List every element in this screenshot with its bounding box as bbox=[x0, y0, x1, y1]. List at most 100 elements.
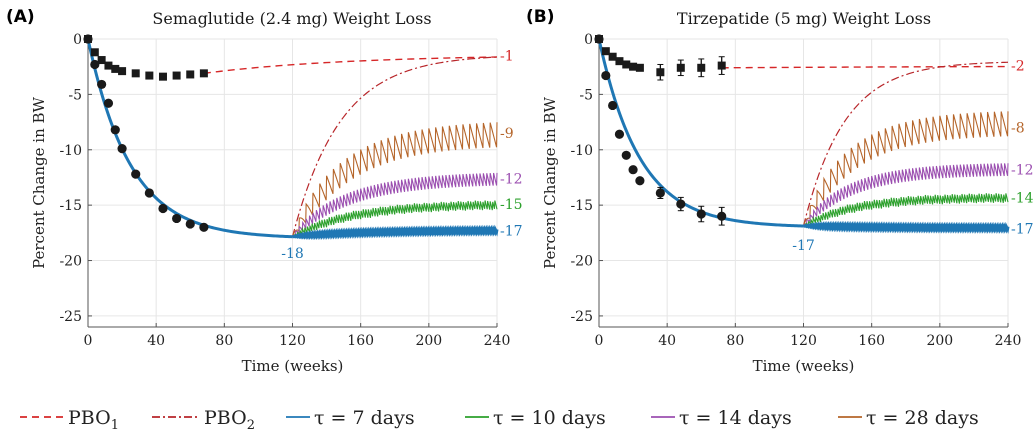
legend-label: τ = 14 days bbox=[679, 407, 792, 429]
pbo2-series-line bbox=[802, 61, 1009, 227]
x-tick-label: 40 bbox=[147, 333, 165, 349]
x-tick-label: 80 bbox=[215, 333, 233, 349]
y-tick-label: -15 bbox=[59, 198, 82, 214]
panel-letter: (A) bbox=[6, 7, 35, 27]
legend-label-main: PBO bbox=[204, 407, 247, 429]
y-tick-label: -25 bbox=[570, 309, 593, 325]
x-tick-label: 120 bbox=[279, 333, 306, 349]
y-tick-label: -5 bbox=[579, 87, 593, 103]
panel-letter: (B) bbox=[526, 7, 555, 27]
data-label: -12 bbox=[500, 172, 523, 188]
legend-label-main: τ = 7 days bbox=[314, 407, 415, 429]
drug-point bbox=[601, 70, 611, 81]
drug-point bbox=[655, 188, 665, 198]
x-tick-label: 80 bbox=[726, 333, 744, 349]
data-label: -18 bbox=[281, 246, 304, 262]
dose-series-line bbox=[803, 220, 1010, 234]
drug-point bbox=[696, 209, 706, 219]
x-axis-label: Time (weeks) bbox=[753, 357, 855, 375]
chart-title: Tirzepatide (5 mg) Weight Loss bbox=[677, 9, 931, 28]
x-tick-label: 240 bbox=[995, 333, 1022, 349]
placebo-point bbox=[697, 63, 706, 72]
pbo1-series-line bbox=[721, 65, 1009, 69]
drug-point bbox=[199, 222, 209, 232]
y-tick-label: -10 bbox=[570, 143, 593, 159]
x-tick-label: 0 bbox=[595, 333, 604, 349]
x-tick-label: 120 bbox=[790, 333, 817, 349]
legend-label-main: τ = 28 days bbox=[866, 407, 979, 429]
legend-label: τ = 10 days bbox=[493, 407, 606, 429]
data-label: -15 bbox=[500, 197, 523, 213]
placebo-point bbox=[622, 60, 631, 69]
data-label: -14 bbox=[1011, 190, 1033, 206]
x-tick-label: 160 bbox=[858, 333, 885, 349]
placebo-point bbox=[656, 68, 665, 77]
placebo-point bbox=[145, 71, 154, 80]
y-tick-label: -20 bbox=[570, 254, 593, 270]
drug-point bbox=[628, 165, 638, 175]
legend-label-subscript: 2 bbox=[247, 418, 255, 433]
data-label: -9 bbox=[500, 126, 514, 142]
x-tick-label: 0 bbox=[84, 333, 93, 349]
x-tick-label: 160 bbox=[347, 333, 374, 349]
data-label: -1 bbox=[500, 49, 514, 65]
placebo-point bbox=[158, 72, 167, 81]
y-tick-label: 0 bbox=[584, 32, 593, 48]
drug-point bbox=[594, 34, 604, 44]
legend-label-subscript: 1 bbox=[111, 418, 119, 433]
drug-point bbox=[608, 100, 618, 111]
placebo-point bbox=[199, 69, 208, 78]
x-tick-label: 40 bbox=[658, 333, 676, 349]
dose-series-line bbox=[292, 224, 499, 241]
placebo-point bbox=[172, 71, 181, 80]
y-tick-label: -5 bbox=[68, 87, 82, 103]
drug-point bbox=[621, 150, 631, 160]
placebo-point bbox=[131, 69, 140, 78]
dose-series-line bbox=[292, 172, 498, 238]
drug-point bbox=[158, 203, 168, 214]
y-tick-label: 0 bbox=[73, 32, 82, 48]
y-axis-label: Percent Change in BW bbox=[541, 96, 559, 268]
y-tick-label: -20 bbox=[59, 254, 82, 270]
pbo1-series-line bbox=[203, 56, 498, 75]
drug-point bbox=[172, 213, 182, 224]
drug-point bbox=[676, 199, 686, 209]
dose-series-line bbox=[291, 122, 498, 237]
y-axis-label: Percent Change in BW bbox=[30, 96, 48, 268]
x-tick-label: 240 bbox=[484, 333, 511, 349]
chart-panel-a: 0 40 80 120 160 200 240 0 -5 -10 -15 -20 -25 (A) Semag… bbox=[6, 7, 523, 375]
dose-series-line bbox=[803, 193, 1009, 227]
placebo-point bbox=[111, 64, 120, 73]
legend-label-main: PBO bbox=[68, 407, 111, 429]
drug-point bbox=[131, 169, 141, 179]
drug-point bbox=[117, 144, 127, 154]
chart-title: Semaglutide (2.4 mg) Weight Loss bbox=[152, 9, 431, 28]
drug-point bbox=[110, 125, 120, 135]
placebo-point bbox=[629, 62, 638, 71]
legend-label: τ = 28 days bbox=[866, 407, 979, 429]
drug-point bbox=[103, 98, 114, 108]
dose-series-line bbox=[292, 200, 498, 238]
drug-point bbox=[97, 79, 107, 90]
drug-point bbox=[144, 188, 154, 198]
chart-panel-b: 0 40 80 120 160 200 240 0 -5 -10 -15 -20 -25 (B) Tirze… bbox=[526, 7, 1033, 375]
legend: PBO1 PBO2 τ = 7 days τ = 10 days τ = 14 days… bbox=[20, 407, 979, 433]
y-tick-label: -15 bbox=[570, 198, 593, 214]
x-tick-label: 200 bbox=[926, 333, 953, 349]
placebo-point bbox=[717, 61, 726, 70]
data-label: -17 bbox=[500, 224, 523, 240]
x-axis-label: Time (weeks) bbox=[242, 357, 344, 375]
placebo-point bbox=[676, 63, 685, 72]
legend-label: τ = 7 days bbox=[314, 407, 415, 429]
data-label: -8 bbox=[1011, 121, 1025, 137]
placebo-point bbox=[118, 67, 127, 76]
data-label: -17 bbox=[792, 238, 815, 254]
y-tick-label: -10 bbox=[59, 143, 82, 159]
drug-point bbox=[185, 219, 195, 229]
drug-point bbox=[90, 59, 100, 70]
drug-point bbox=[717, 211, 727, 221]
placebo-point bbox=[97, 56, 106, 65]
placebo-point bbox=[608, 52, 617, 61]
